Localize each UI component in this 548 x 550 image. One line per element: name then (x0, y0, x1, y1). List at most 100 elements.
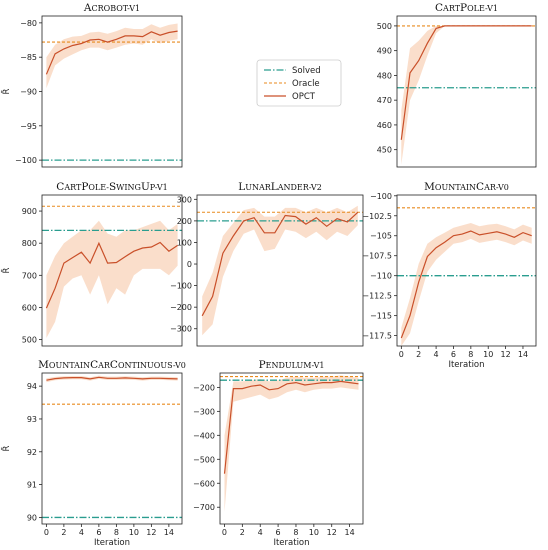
opct-line (45, 241, 178, 309)
y-axis-label: R̄ (0, 445, 12, 451)
plot-area (42, 23, 182, 161)
panel-mountaincar: −117.5 −115 −112.5 −110 −107.5 −105 −102.5 −100… (362, 181, 537, 370)
y-tick-label: 93 (27, 415, 37, 424)
y-axis-label: R̄ (0, 88, 12, 94)
y-tick-label: −115 (370, 312, 392, 321)
panel-title: ACROBOT-V1 (83, 2, 140, 14)
panel-cartpole_swingup: 500 600 700 800 900 CARTPOLE-SWINGUP-V1 R̄ (0, 181, 183, 347)
x-tick-label: 14 (345, 528, 355, 537)
opct-confidence-band (46, 23, 178, 89)
plot-area (197, 205, 363, 336)
y-tick-label: 200 (177, 217, 192, 226)
y-tick-label: −200 (170, 303, 192, 312)
x-tick-label: 14 (518, 350, 528, 359)
y-tick-label: 94 (27, 382, 37, 391)
y-tick-label: 300 (177, 195, 192, 204)
opct-line (45, 30, 178, 75)
panel-title: CARTPOLE-SWINGUP-V1 (56, 181, 167, 193)
x-tick-label: 12 (501, 350, 511, 359)
legend-label-solved: Solved (292, 66, 321, 76)
opct-line (201, 211, 359, 317)
panel-cartpole: 450 460 470 480 490 500 CARTPOLE-V1 (377, 2, 537, 168)
y-tick-label: −700 (193, 503, 215, 512)
x-tick-label: 12 (327, 528, 337, 537)
x-tick-label: 0 (44, 528, 49, 537)
y-tick-label: −117.5 (362, 332, 392, 341)
y-tick-label: 100 (177, 238, 192, 247)
opct-line (223, 380, 359, 474)
opct-confidence-band (202, 205, 358, 336)
x-tick-label: 14 (164, 528, 174, 537)
panel-frame (196, 194, 364, 347)
x-tick-label: 0 (222, 528, 227, 537)
panel-title: PENDULUM-V1 (259, 359, 325, 371)
panel-lunarlander: −300 −200 −100 0 100 200 300 LUNARLANDER-V2 (170, 181, 364, 347)
x-tick-label: 12 (146, 528, 156, 537)
y-tick-label: 91 (27, 481, 37, 490)
opct-line (46, 376, 178, 381)
opct-confidence-band (401, 25, 532, 165)
plot-area (42, 375, 182, 519)
panel-frame (396, 194, 537, 347)
panel-acrobot: −100 −95 −90 −85 −80 ACROBOT-V1 R̄ (0, 2, 183, 168)
y-tick-label: −200 (193, 383, 215, 392)
legend-label-opct: OPCT (292, 92, 316, 102)
y-tick-label: −300 (170, 325, 192, 334)
panel-frame (41, 372, 183, 525)
opct-confidence-band (46, 220, 178, 338)
x-tick-label: 2 (61, 528, 66, 537)
panel-title: MOUNTAINCAR-V0 (424, 181, 509, 193)
legend-box (256, 59, 342, 107)
y-tick-label: 500 (22, 336, 37, 345)
panel-frame (41, 194, 183, 347)
y-tick-label: −95 (20, 122, 37, 131)
y-tick-label: −90 (20, 88, 37, 97)
y-tick-label: 470 (377, 96, 392, 105)
y-tick-label: −100 (170, 282, 192, 291)
y-axis-label: R̄ (0, 267, 12, 273)
y-tick-label: −300 (193, 407, 215, 416)
x-tick-label: 6 (276, 528, 281, 537)
y-tick-label: 90 (27, 513, 37, 522)
x-tick-label: 8 (293, 528, 298, 537)
plot-area (220, 375, 363, 512)
panel-mountaincar_continuous: 90 91 92 93 94 0 2 4 6 8 10 12 14 MOUNTAINCARCONTINUO… (0, 359, 185, 548)
y-tick-label: −100 (15, 156, 37, 165)
opct-line (400, 25, 532, 140)
x-tick-label: 10 (309, 528, 319, 537)
y-tick-label: −500 (193, 455, 215, 464)
x-tick-label: 10 (483, 350, 493, 359)
x-tick-label: 4 (79, 528, 84, 537)
opct-confidence-band (401, 223, 532, 346)
y-tick-label: 490 (377, 47, 392, 56)
y-tick-label: 480 (377, 71, 392, 80)
y-tick-label: −85 (20, 53, 37, 62)
x-tick-label: 2 (240, 528, 245, 537)
panel-title: CARTPOLE-V1 (435, 2, 498, 14)
panel-pendulum: −700 −600 −500 −400 −300 −200 0 2 4 6 8 10 12 14 PENDU… (193, 359, 364, 548)
y-tick-label: 92 (27, 448, 37, 457)
x-tick-label: 4 (434, 350, 439, 359)
x-tick-label: 8 (468, 350, 473, 359)
legend: Solved Oracle OPCT (256, 59, 342, 107)
panel-title: LUNARLANDER-V2 (238, 181, 322, 193)
plot-area (397, 25, 536, 165)
y-tick-label: −105 (370, 232, 392, 241)
x-tick-label: 4 (258, 528, 263, 537)
y-tick-label: 900 (22, 207, 37, 216)
plot-area (42, 205, 182, 338)
x-axis-label: Iteration (448, 360, 484, 370)
legend-label-oracle: Oracle (292, 79, 320, 89)
y-tick-label: 500 (377, 22, 392, 31)
y-tick-label: 800 (22, 239, 37, 248)
x-tick-label: 6 (451, 350, 456, 359)
x-tick-label: 2 (416, 350, 421, 359)
y-tick-label: −100 (370, 192, 392, 201)
opct-confidence-band (224, 375, 359, 512)
x-axis-label: Iteration (273, 538, 309, 548)
y-tick-label: −112.5 (362, 292, 392, 301)
panel-frame (219, 372, 364, 525)
y-tick-label: −107.5 (362, 252, 392, 261)
plot-area (397, 207, 536, 346)
y-tick-label: 460 (377, 121, 392, 130)
